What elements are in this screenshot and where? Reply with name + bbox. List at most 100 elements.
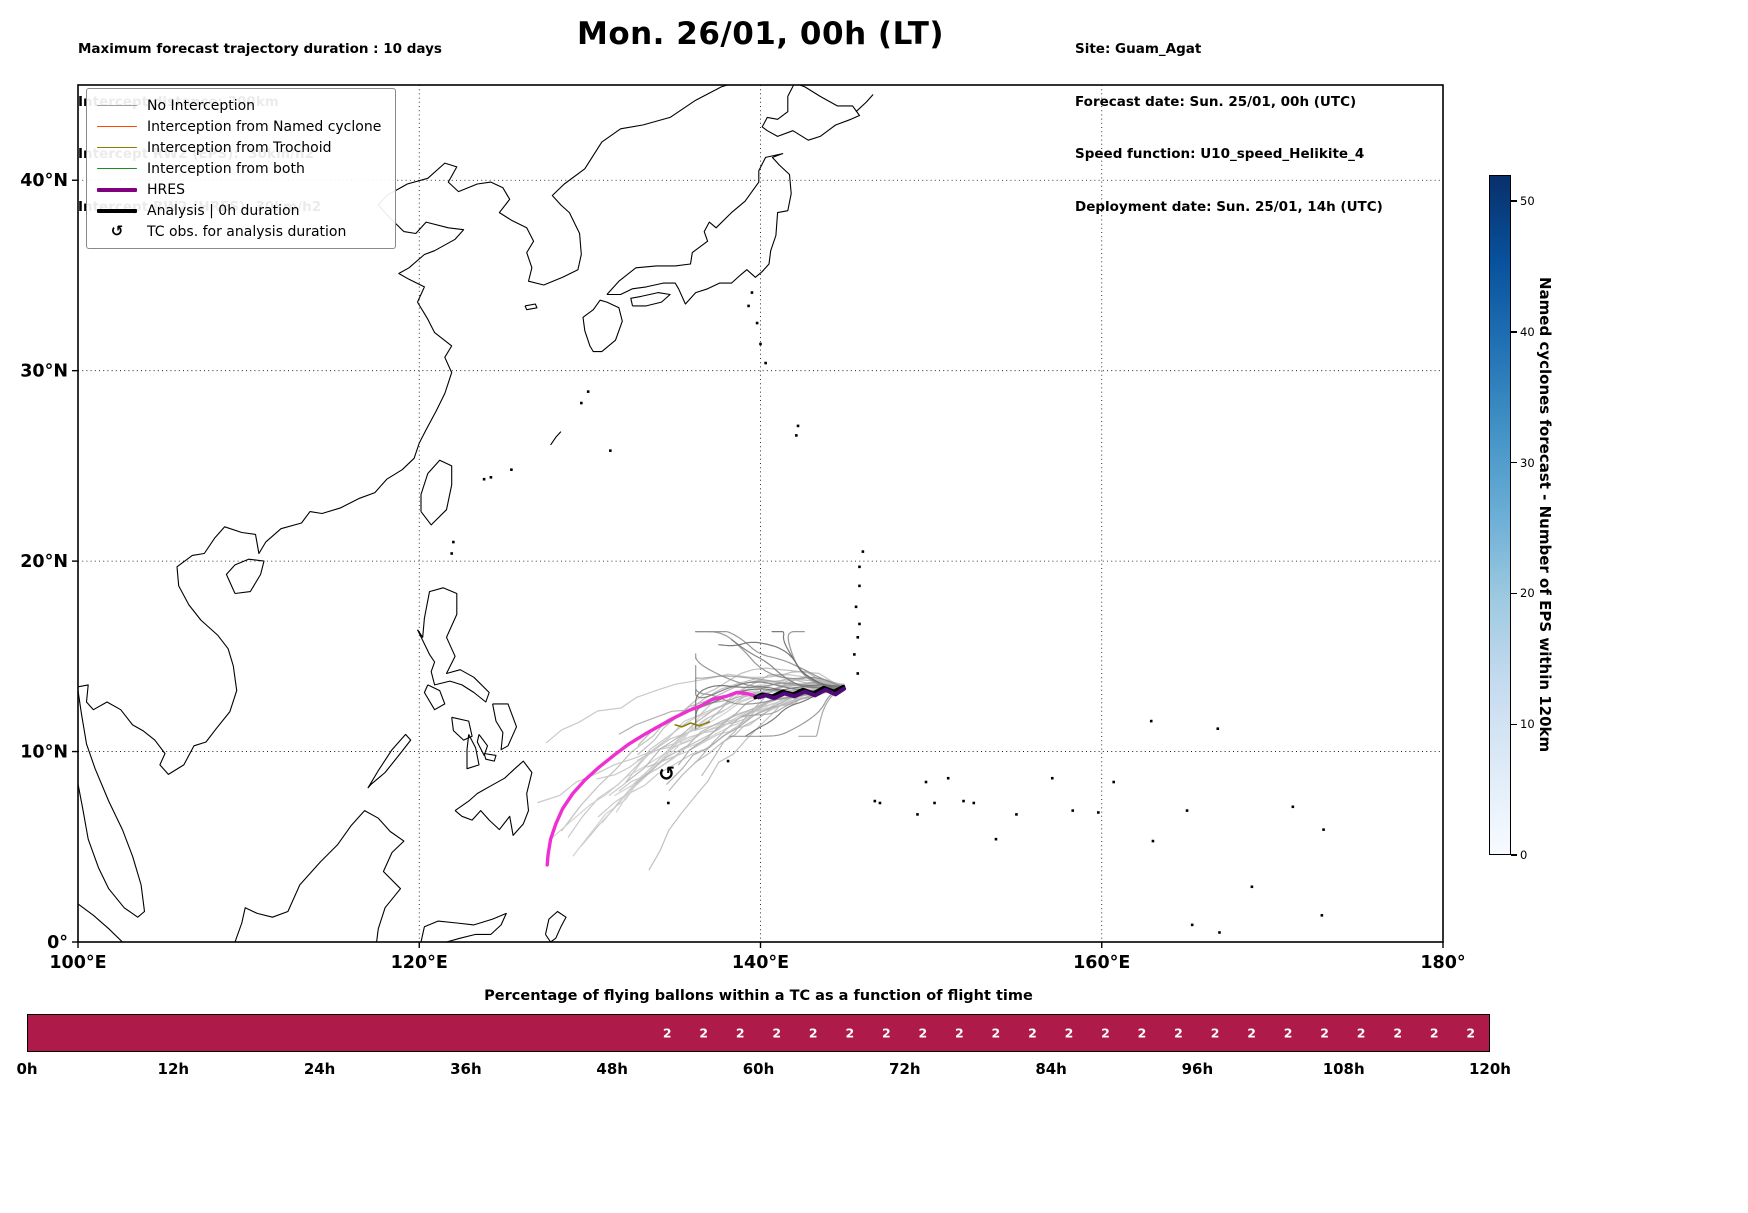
island-dot	[580, 401, 583, 405]
ensemble-track	[635, 683, 845, 785]
bar-value-label: 2	[881, 1025, 891, 1041]
coastline	[550, 431, 562, 446]
ensemble-track	[728, 686, 844, 737]
bar-value-label: 2	[1210, 1025, 1220, 1041]
island-dot	[1185, 809, 1189, 812]
hour-tick-label: 60h	[742, 1060, 775, 1078]
colorbar-tick-label: 20	[1520, 586, 1535, 601]
island-dot	[747, 304, 750, 308]
coastline	[492, 703, 518, 751]
bar-value-label: 2	[1247, 1025, 1256, 1041]
coastline	[483, 752, 497, 762]
bar-value-label: 2	[662, 1025, 672, 1041]
island-dot	[1097, 811, 1100, 814]
island-dot	[1071, 809, 1075, 812]
island-dot	[759, 342, 762, 346]
hour-tick-label: 72h	[889, 1060, 921, 1078]
island-dot	[1190, 923, 1194, 927]
island-dot	[1216, 727, 1220, 731]
island-dot	[795, 434, 798, 437]
coastline	[367, 733, 412, 789]
hour-tick-label: 96h	[1181, 1060, 1214, 1078]
island-dot	[489, 476, 493, 479]
trochoid-intercept-track	[674, 721, 711, 728]
legend-line-sample	[97, 147, 137, 148]
island-dot	[858, 622, 861, 626]
hour-tick-label: 24h	[303, 1060, 336, 1078]
ensemble-track	[545, 673, 842, 744]
island-dot	[450, 552, 453, 555]
island-dot	[755, 321, 759, 325]
info-line: Site: Guam_Agat	[1075, 41, 1202, 57]
bar-value-label: 2	[1356, 1025, 1366, 1041]
y-tick-label: 20°N	[20, 552, 68, 572]
coastline	[476, 734, 489, 756]
ensemble-track	[597, 687, 846, 818]
legend-item-label: HRES	[147, 181, 185, 198]
colorbar-tick	[1511, 723, 1517, 725]
y-tick-label: 30°N	[20, 362, 68, 382]
colorbar-label: Named cyclones forecast - Number of EPS …	[1536, 277, 1554, 753]
legend-item-label: No Interception	[147, 97, 256, 114]
coastline	[225, 558, 265, 595]
coastline	[524, 303, 538, 311]
coastline	[582, 299, 623, 353]
ensemble-track	[552, 687, 846, 838]
colorbar-tick-label: 0	[1520, 848, 1528, 862]
x-tick-label: 140°E	[732, 953, 789, 973]
legend-item: Analysis | 0h duration	[91, 200, 391, 221]
coastline	[420, 459, 453, 526]
bar-value-label: 2	[1393, 1025, 1403, 1041]
hour-tick-label: 108h	[1322, 1060, 1365, 1078]
coastline	[466, 734, 480, 770]
island-dot	[609, 449, 612, 452]
island-dot	[858, 584, 861, 588]
bar-value-label: 2	[1283, 1025, 1293, 1041]
colorbar-tick-label: 30	[1520, 455, 1535, 470]
coastline	[606, 153, 792, 305]
bar-value-label: 2	[735, 1025, 745, 1041]
island-dot	[510, 468, 513, 471]
legend-line-sample	[97, 187, 137, 192]
island-dot	[750, 291, 754, 294]
legend-item-label: Analysis | 0h duration	[147, 202, 300, 219]
hour-tick-label: 48h	[596, 1060, 628, 1078]
colorbar-tick	[1511, 854, 1517, 856]
site-info: Site: Guam_Agat Forecast date: Sun. 25/0…	[1075, 6, 1383, 234]
bar-value-label: 2	[845, 1025, 855, 1041]
y-tick-label: 40°N	[20, 171, 68, 191]
legend-line-sample	[97, 126, 137, 127]
bar-value-label: 2	[699, 1025, 709, 1041]
island-dot	[854, 605, 858, 609]
ensemble-track	[798, 686, 844, 737]
island-dot	[916, 813, 919, 816]
x-tick-label: 100°E	[49, 953, 106, 973]
island-dot	[924, 780, 928, 784]
colorbar-tick	[1511, 592, 1517, 595]
ensemble-track	[614, 688, 844, 796]
tc-obs-icon: ↺	[110, 222, 124, 240]
bar-value-label: 2	[1064, 1025, 1074, 1041]
island-dot	[1015, 813, 1018, 816]
coastline	[420, 912, 507, 942]
legend-item: HRES	[91, 179, 391, 200]
island-dot	[1250, 885, 1254, 889]
legend-item-label: Interception from Named cyclone	[147, 118, 382, 135]
legend-item: Interception from Named cyclone	[91, 116, 391, 137]
island-dot	[1322, 828, 1325, 831]
island-dot	[796, 424, 800, 428]
ensemble-track	[695, 653, 844, 688]
island-dot	[1320, 914, 1324, 917]
bar-value-label: 2	[772, 1025, 782, 1041]
info-line: Speed function: U10_speed_Helikite_4	[1075, 146, 1365, 162]
coastline	[454, 760, 533, 836]
island-dot	[1218, 931, 1221, 934]
island-dot	[1050, 776, 1054, 780]
island-dot	[972, 801, 976, 805]
ensemble-track	[695, 684, 844, 730]
island-dot	[858, 565, 861, 569]
coastline	[451, 716, 473, 741]
legend-item: No Interception	[91, 95, 391, 116]
island-dot	[994, 837, 998, 841]
bar-value-label: 2	[991, 1025, 1001, 1041]
